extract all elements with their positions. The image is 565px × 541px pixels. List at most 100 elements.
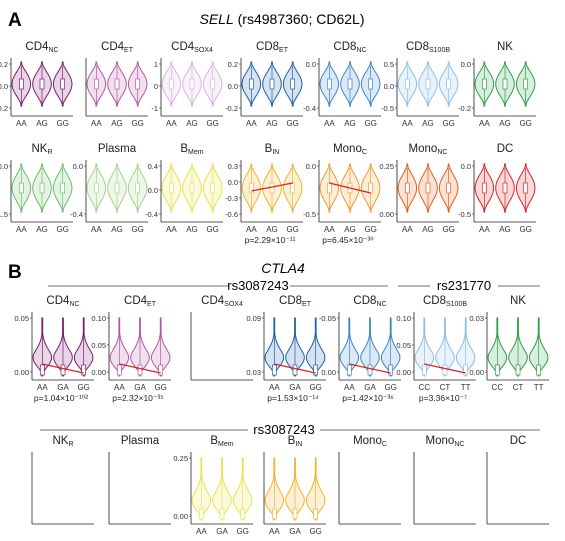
trend-line [251,182,293,192]
x-tick-label: GG [206,119,218,128]
x-tick-label: AA [91,119,102,128]
subplot-b-nk: NK 0.03 0.00 CC CT TT [469,295,549,392]
subplot-title: MonoC [353,435,387,448]
panel-b-title: CTLA4 [261,260,305,276]
y-tick-label: -0.5 [303,210,316,219]
x-tick-label: AG [36,225,48,234]
subplot-a-cd4-et: CD4ET AA AG GG [85,41,148,128]
x-tick-label: AG [186,225,198,234]
subplot-b-cd4-sox4: CD4SOX4 [190,295,253,381]
box [523,182,529,194]
box [463,364,469,376]
subplot-b-b-in: BIN AA GA GG [263,435,326,536]
y-tick-label: 0.0 [148,186,158,195]
p-value: p=6.45×10⁻³⁰ [322,235,374,245]
subplot-title: DC [497,143,514,155]
x-tick-label: GA [134,383,146,392]
subplot-title: BIN [288,435,303,448]
subplot-title: BMem [210,435,233,448]
subplot-b-cd8-s100b: CD8S100B 0.10 0.05 0.00 CC CT TTp=3.36×10⁻⁷ [396,295,476,403]
subplot-b-b-mem: BMem 0.25 0.00 AA GA GG [173,435,253,536]
y-tick-label: 0.03 [246,368,261,377]
trend-line [349,363,391,374]
y-tick-label: 0.05 [396,341,411,350]
x-tick-label: AA [37,383,48,392]
box [93,78,99,90]
x-tick-label: AA [402,119,413,128]
x-tick-label: AA [166,225,177,234]
x-tick-label: GG [384,383,396,392]
subplot-title: BIN [265,143,280,156]
y-tick-label: 0 [154,82,158,91]
y-tick-label: 0.00 [321,368,336,377]
x-tick-label: GG [131,225,143,234]
box [404,182,410,194]
x-tick-label: AG [186,119,198,128]
x-tick-label: AA [479,119,490,128]
x-tick-label: AA [344,383,355,392]
subplot-title: NK [497,41,513,53]
x-tick-label: GA [57,383,69,392]
box [135,78,141,90]
x-tick-label: GG [56,225,68,234]
x-tick-label: GG [364,225,376,234]
subplot-a-dc: DC 0.0 -0.5 AA AG GG [458,143,536,234]
x-tick-label: AA [479,225,490,234]
box [290,78,296,90]
box [137,364,143,376]
x-tick-label: GA [364,383,376,392]
p-value: p=1.42×10⁻³⁶ [342,393,393,403]
subplot-title: CD4SOX4 [171,41,213,54]
box [290,182,296,194]
box [114,182,120,194]
y-tick-label: 0.0 [0,82,8,91]
subplot-title: CD4NC [46,295,79,308]
subplot-b-plasma: Plasma [108,435,171,525]
box [494,364,500,376]
x-tick-label: GG [154,383,166,392]
box [39,364,45,376]
y-tick-label: 0.0 [384,82,394,91]
subplot-title: CD4SOX4 [201,295,243,308]
x-tick-label: CC [492,383,504,392]
x-tick-label: AG [266,119,278,128]
trend-line [119,363,161,374]
y-tick-label: 1 [154,60,158,69]
subplot-title: MonoC [333,143,367,156]
subplot-title: BMem [180,143,203,156]
x-tick-label: GG [236,527,248,536]
y-tick-label: 0.4 [148,162,158,171]
y-tick-label: -1 [151,104,158,113]
x-tick-label: AA [166,119,177,128]
x-tick-label: CC [419,383,431,392]
subplot-a-mono-c: MonoC 0.0 -0.5 AA AG GGp=6.45×10⁻³⁰ [303,143,381,245]
y-tick-label: 0.0 [306,60,316,69]
box [81,364,87,376]
y-tick-label: -0.05 [319,314,336,323]
y-tick-label: 0.3 [228,162,238,171]
box [271,364,277,376]
y-tick-label: 0.0 [73,162,83,171]
y-tick-label: 0.25 [173,454,188,463]
y-tick-label: -0.2 [458,104,471,113]
subplot-b-cd4-et: CD4ET 0.10 0.05 0.00 AA GA GGp=2.32×10⁻³⁵ [91,295,171,403]
x-tick-label: AA [269,383,280,392]
y-tick-label: 0.05 [14,314,29,323]
x-tick-label: AG [36,119,48,128]
p-value: p=1.53×10⁻¹⁴ [267,393,319,403]
x-tick-label: AA [196,527,207,536]
x-tick-label: GG [519,119,531,128]
y-tick-label: -1.5 [0,210,8,219]
box [210,182,216,194]
subplot-a-cd4-sox4: CD4SOX4 1 0 -1 AA AG GG [151,41,223,128]
box [269,78,275,90]
subplot-b-mono-nc: MonoNC [413,435,476,525]
subplot-title: CD8ET [256,41,289,54]
subplot-title: NKR [31,143,52,156]
x-tick-label: AG [499,225,511,234]
subplot-title: DC [510,435,527,447]
x-tick-label: AG [499,119,511,128]
box [39,182,45,194]
box [93,182,99,194]
trend-line [424,363,466,374]
